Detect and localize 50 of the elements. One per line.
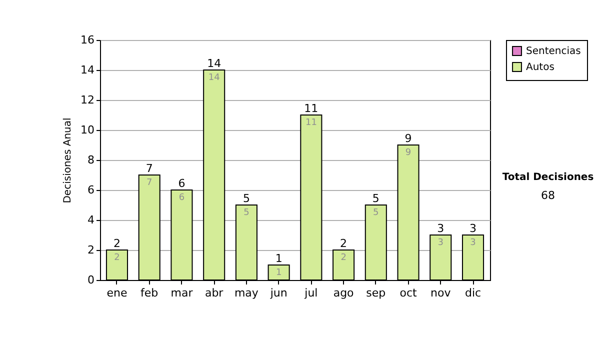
data-label: 6 xyxy=(178,193,185,203)
data-label: 14 xyxy=(208,73,220,83)
data-label: 2 xyxy=(340,253,346,263)
data-label: 5 xyxy=(244,208,250,218)
data-label: 7 xyxy=(146,178,152,188)
x-tick-label: nov xyxy=(430,286,452,300)
total-label: 6 xyxy=(178,177,186,190)
x-tick-label: ago xyxy=(333,286,354,300)
text: 68 xyxy=(541,189,555,202)
total-label: 3 xyxy=(437,222,444,235)
total-label: 2 xyxy=(340,237,348,250)
total-label: 3 xyxy=(470,222,477,235)
total-label: 11 xyxy=(304,102,318,115)
legend-label: Autos xyxy=(526,62,554,73)
x-tick-label: may xyxy=(234,286,259,300)
y-tick-label: 8 xyxy=(88,154,94,166)
legend-label: Sentencias xyxy=(526,46,581,57)
data-label: 3 xyxy=(470,238,476,248)
x-tick-label: abr xyxy=(204,286,224,300)
total-label: 5 xyxy=(242,192,250,205)
x-tick-label: jul xyxy=(304,286,318,300)
y-tick-label: 2 xyxy=(88,244,94,256)
y-tick-label: 16 xyxy=(80,34,94,46)
y-tick-label: 14 xyxy=(80,64,94,76)
x-tick-label: sep xyxy=(366,286,386,300)
x-tick-label: ene xyxy=(106,286,128,300)
y-tick-label: 6 xyxy=(88,184,94,196)
data-label: 3 xyxy=(438,238,444,248)
y-tick-label: 0 xyxy=(88,274,94,286)
total-label: 5 xyxy=(372,192,380,205)
total-label: 14 xyxy=(207,57,222,70)
x-tick-label: jun xyxy=(269,286,288,300)
total-label: 1 xyxy=(275,252,282,265)
total-label: 7 xyxy=(146,162,153,175)
data-label: 9 xyxy=(405,148,412,158)
x-tick-label: mar xyxy=(170,286,194,300)
x-tick-label: oct xyxy=(400,286,418,300)
data-label: 1 xyxy=(276,268,282,278)
text: Total Decisiones xyxy=(502,172,594,183)
y-tick-label: 12 xyxy=(80,94,94,106)
total-label: 2 xyxy=(113,237,120,250)
y-tick-label: 4 xyxy=(88,214,94,226)
data-label: 5 xyxy=(373,208,379,218)
data-label: 2 xyxy=(114,253,120,263)
x-tick-label: dic xyxy=(464,286,482,300)
data-label: 11 xyxy=(305,118,317,128)
x-tick-label: feb xyxy=(140,286,158,300)
total-label: 9 xyxy=(404,132,412,145)
y-tick-label: 10 xyxy=(80,124,94,136)
y-axis-title: Decisiones Anual xyxy=(62,118,74,204)
